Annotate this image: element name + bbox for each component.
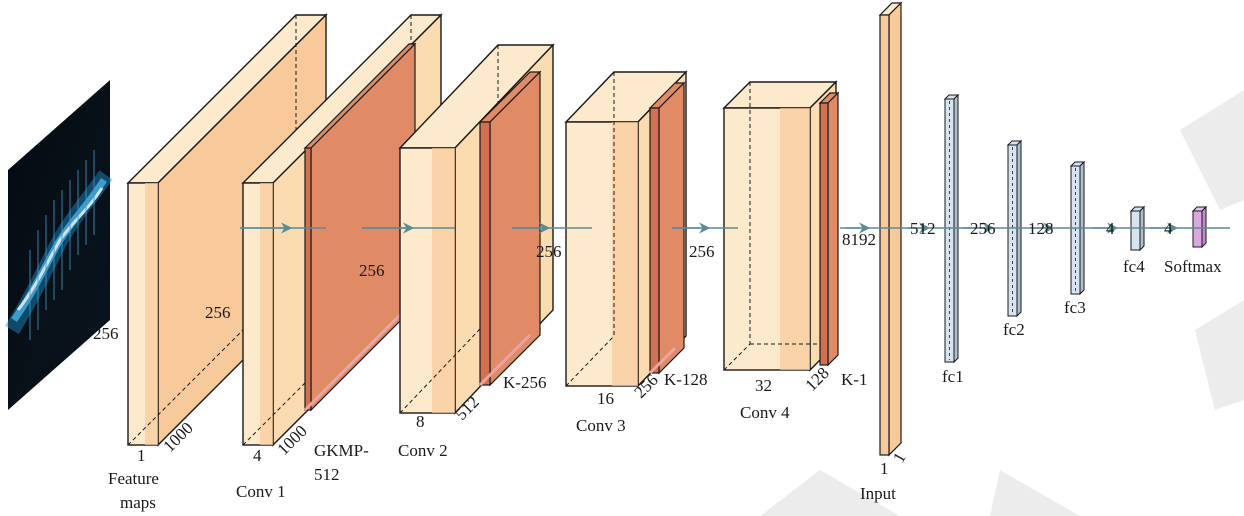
fc1-title: fc1 — [942, 367, 964, 386]
k1-label: K-1 — [841, 370, 867, 389]
conv1-channels-label: 4 — [253, 446, 262, 465]
feature-maps-title-line1: Feature — [108, 469, 159, 488]
gkmp-layer — [303, 42, 417, 412]
k256-label: K-256 — [503, 373, 546, 392]
fc1-size-label: 512 — [910, 219, 936, 238]
conv4-height-label: 256 — [689, 242, 715, 261]
softmax-bar — [1191, 205, 1208, 249]
spectrogram-image — [5, 80, 113, 410]
gkmp-title-line2: 512 — [314, 465, 340, 484]
conv4-channels-label: 32 — [755, 376, 772, 395]
gkmp-title-line1: GKMP- — [314, 441, 369, 460]
input-dim2-label: 1 — [889, 449, 910, 466]
conv4-title: Conv 4 — [740, 403, 790, 422]
fc4-title: fc4 — [1123, 257, 1145, 276]
feature-maps-height-label: 256 — [93, 324, 119, 343]
input-vector-bar — [878, 1, 903, 457]
fc3-title: fc3 — [1064, 298, 1086, 317]
k128-layer — [648, 81, 686, 375]
conv3-height-label: 256 — [536, 242, 562, 261]
input-size-label: 8192 — [842, 230, 876, 249]
input-dim1-label: 1 — [880, 459, 889, 478]
background-decoration — [760, 90, 1244, 516]
conv2-channels-label: 8 — [416, 412, 425, 431]
conv4-block — [722, 80, 838, 372]
feature-maps-channels-label: 1 — [137, 446, 146, 465]
k128-label: K-128 — [664, 370, 707, 389]
conv2-title: Conv 2 — [398, 441, 448, 460]
fc3-size-label: 128 — [1028, 219, 1054, 238]
conv2-height-label: 256 — [359, 261, 385, 280]
feature-maps-title-line2: maps — [120, 493, 156, 512]
fc3-bar — [1069, 160, 1086, 296]
conv1-height-label: 256 — [205, 303, 231, 322]
softmax-title: Softmax — [1164, 257, 1222, 276]
conv1-title: Conv 1 — [236, 482, 286, 501]
conv3-channels-label: 16 — [597, 389, 614, 408]
fc4-size-label: 4 — [1106, 219, 1115, 238]
k1-layer — [818, 91, 840, 367]
fc2-size-label: 256 — [970, 219, 996, 238]
softmax-size-label: 4 — [1164, 219, 1173, 238]
feature-maps-block — [126, 13, 328, 447]
fc2-title: fc2 — [1003, 320, 1025, 339]
input-title: Input — [860, 484, 896, 503]
conv3-title: Conv 3 — [576, 416, 626, 435]
